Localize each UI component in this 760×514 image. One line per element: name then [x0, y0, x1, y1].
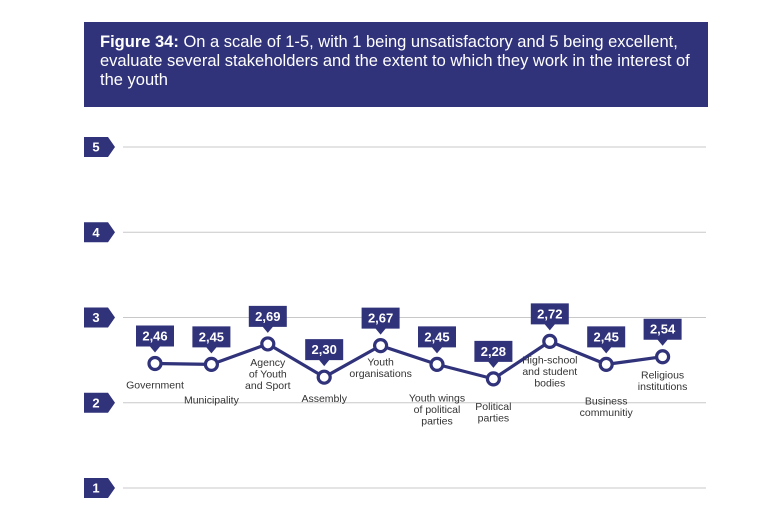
- x-tick-label-7: High-school and student bodies: [522, 354, 577, 389]
- data-point-2: [260, 336, 276, 352]
- data-point-8: [598, 356, 614, 372]
- value-badge-5: [418, 326, 456, 354]
- data-point-7: [542, 333, 558, 349]
- data-label-9: 2,54: [650, 322, 676, 337]
- chart-title: Figure 34: On a scale of 1-5, with 1 bei…: [84, 22, 708, 107]
- value-badge-7: [530, 303, 569, 331]
- value-badge-2: [248, 305, 287, 333]
- value-badge-0: [136, 325, 174, 353]
- data-label-7: 2,72: [537, 306, 562, 321]
- data-label-1: 2,45: [199, 329, 224, 344]
- x-tick-label-6: Political parties: [475, 401, 511, 425]
- data-label-6: 2,28: [481, 344, 506, 359]
- data-point-4: [373, 338, 389, 354]
- x-tick-label-5: Youth wings of political parties: [409, 392, 465, 427]
- data-point-0: [147, 355, 163, 372]
- data-point-5: [429, 356, 445, 372]
- figure-number: Figure 34:: [100, 33, 179, 51]
- data-label-3: 2,30: [312, 342, 337, 357]
- y-tick-label-1: 1: [92, 481, 99, 496]
- y-tick-label-4: 4: [92, 225, 100, 240]
- series-line: [154, 339, 663, 381]
- y-tick-label-2: 2: [92, 395, 99, 410]
- data-point-6: [485, 371, 501, 387]
- value-badge-9: [643, 318, 682, 346]
- y-tick-badge-1: [84, 478, 115, 498]
- data-label-0: 2,46: [142, 329, 167, 344]
- x-tick-label-4: Youth organisations: [349, 357, 411, 381]
- value-badge-6: [474, 340, 513, 368]
- data-label-8: 2,45: [594, 329, 619, 344]
- data-point-1: [203, 356, 219, 372]
- data-label-5: 2,45: [424, 329, 449, 344]
- y-tick-label-5: 5: [92, 140, 99, 155]
- y-tick-badge-2: [84, 392, 115, 413]
- x-tick-label-9: Religious institutions: [638, 370, 688, 394]
- y-tick-badge-4: [84, 222, 115, 243]
- x-tick-label-8: Business communitiy: [580, 395, 634, 419]
- data-label-4: 2,67: [368, 311, 393, 326]
- data-label-2: 2,69: [255, 309, 280, 324]
- y-tick-badge-5: [84, 137, 115, 157]
- value-badge-8: [587, 326, 626, 354]
- x-tick-label-1: Municipality: [184, 394, 240, 406]
- value-badge-4: [361, 307, 400, 335]
- value-badge-1: [192, 326, 231, 354]
- y-tick-label-3: 3: [92, 310, 99, 325]
- data-point-9: [654, 349, 671, 365]
- x-tick-label-0: Government: [126, 380, 184, 392]
- y-tick-badge-3: [84, 307, 115, 328]
- figure-caption: On a scale of 1-5, with 1 being unsatisf…: [100, 33, 690, 89]
- data-point-3: [316, 369, 332, 385]
- x-tick-label-3: Assembly: [301, 393, 347, 405]
- x-tick-label-2: Agency of Youth and Sport: [245, 357, 291, 392]
- value-badge-3: [305, 339, 344, 367]
